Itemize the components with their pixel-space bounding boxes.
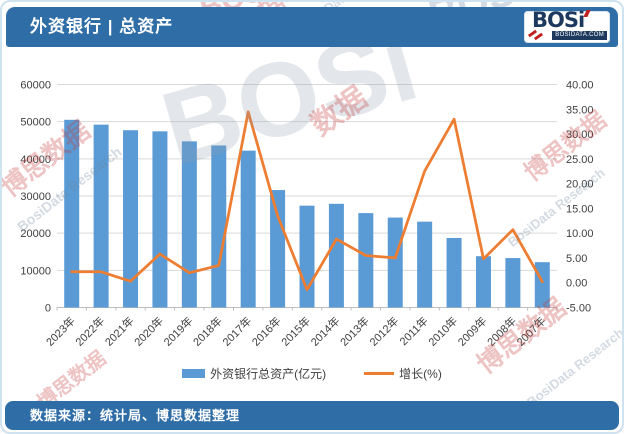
right-axis-tick-label: 40.00: [566, 80, 594, 92]
bar-2016年: [270, 190, 286, 308]
logo-accent-icon: [583, 10, 591, 17]
x-axis-label: 2014年: [308, 314, 343, 349]
data-source-note: 数据来源：统计局、博思数据整理: [30, 408, 241, 423]
left-axis-tick-label: 40000: [20, 154, 51, 166]
left-axis-tick-label: 20000: [20, 228, 51, 240]
legend-item-growth: 增长(%): [364, 365, 442, 382]
bar-2022年: [93, 124, 109, 308]
bar-series-swatch: [182, 368, 206, 378]
header-bar: 外资银行 | 总资产 BOSi BOSIDATA.COM: [6, 7, 618, 47]
x-axis-label: 2010年: [425, 314, 460, 349]
left-axis-tick-label: 0: [45, 303, 51, 315]
chart-legend: 外资银行总资产(亿元) 增长(%): [0, 363, 624, 383]
line-series-swatch: [364, 371, 395, 375]
bar-2009年: [475, 256, 491, 308]
right-axis-tick-label: -5.00: [566, 303, 591, 315]
bar-2017年: [240, 150, 256, 308]
bar-2011年: [417, 221, 433, 308]
x-axis-label: 2009年: [455, 314, 490, 349]
left-axis-tick-label: 10000: [20, 265, 51, 277]
legend-label-assets: 外资银行总资产(亿元): [210, 366, 327, 381]
growth-line: [70, 110, 544, 292]
bar-2015年: [299, 205, 315, 308]
x-axis-label: 2015年: [278, 314, 313, 349]
bar-2010年: [446, 237, 462, 308]
x-axis-label: 2017年: [219, 314, 254, 349]
bar-2020年: [152, 131, 168, 308]
logo-wordmark: BOSi: [532, 8, 591, 32]
bar-2008年: [505, 258, 521, 308]
legend-item-assets: 外资银行总资产(亿元): [182, 365, 326, 382]
chart-canvas: 60000 50000 40000 30000 20000 10000 0 40.00 35.0…: [20, 80, 594, 349]
x-axis-label: 2012年: [366, 314, 401, 349]
right-axis-tick-label: 0.00: [566, 278, 587, 290]
right-axis-tick-label: 30.00: [566, 129, 594, 141]
bar-2013年: [358, 213, 374, 308]
legend-label-growth: 增长(%): [399, 366, 442, 381]
bar-2012年: [387, 217, 403, 308]
right-axis-tick-label: 5.00: [566, 253, 587, 265]
bosi-logo: BOSi BOSIDATA.COM: [524, 8, 610, 43]
footer-bar: 数据来源：统计局、博思数据整理: [5, 401, 619, 430]
right-axis-tick-label: 20.00: [566, 179, 594, 191]
right-axis-tick-label: 15.00: [566, 203, 594, 215]
right-axis-tick-label: 35.00: [566, 104, 594, 116]
bar-2014年: [328, 203, 344, 308]
logo-stripe-icon: [533, 32, 544, 41]
x-axis-label: 2019年: [160, 314, 195, 349]
x-axis-label: 2023年: [43, 314, 78, 349]
logo-bottom: BOSIDATA.COM: [527, 29, 607, 41]
right-axis-tick-label: 10.00: [566, 228, 594, 240]
bar-2023年: [64, 119, 80, 308]
x-axis-label: 2011年: [396, 314, 430, 348]
bar-2019年: [181, 141, 197, 308]
bar-2021年: [123, 130, 139, 308]
x-axis-label: 2016年: [249, 314, 284, 349]
x-axis-label: 2007年: [513, 314, 548, 349]
left-axis-tick-label: 30000: [20, 191, 51, 203]
right-axis-tick-label: 25.00: [566, 154, 594, 166]
x-axis-label: 2020年: [131, 314, 166, 349]
left-axis-tick-label: 60000: [20, 80, 51, 92]
x-axis-label: 2013年: [337, 314, 372, 349]
logo-domain: BOSIDATA.COM: [552, 31, 607, 40]
x-axis-label: 2008年: [484, 314, 519, 349]
bar-2018年: [211, 145, 227, 308]
bar-2007年: [534, 262, 550, 308]
x-axis-label: 2022年: [72, 314, 107, 349]
page-title: 外资银行 | 总资产: [30, 17, 174, 36]
x-axis-label: 2018年: [190, 314, 225, 349]
left-axis-tick-label: 50000: [20, 117, 51, 129]
x-axis-label: 2021年: [102, 314, 137, 349]
logo-text: BOSi: [532, 8, 585, 32]
